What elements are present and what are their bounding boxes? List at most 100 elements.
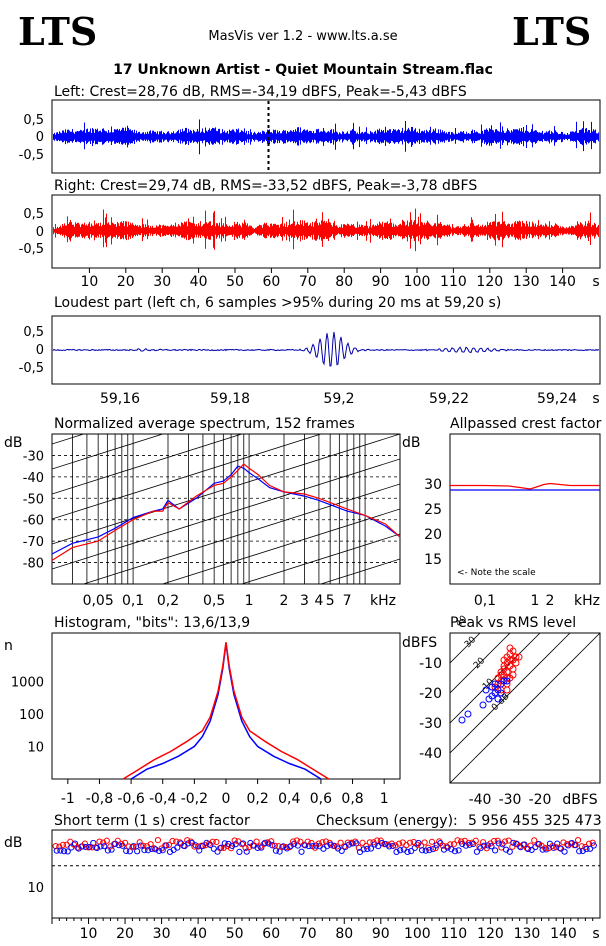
- peakrms-ytick--30: -30: [419, 716, 442, 732]
- shortterm-point-red: [308, 839, 315, 847]
- peakrms-plot-frame: [449, 632, 601, 784]
- peakrms-point-left: [500, 656, 508, 664]
- shortterm-point-blue: [583, 845, 590, 853]
- allpassed-ytick-15: 15: [424, 552, 442, 568]
- right-xtick-label-20: 20: [117, 274, 135, 290]
- shortterm-xtick-label-90: 90: [372, 926, 390, 942]
- shortterm-point-blue: [364, 845, 371, 853]
- shortterm-point-blue: [367, 845, 375, 852]
- allpassed-ytick-20: 20: [424, 527, 442, 543]
- app-title: MasVis ver 1.2 - www.lts.a.se: [208, 29, 397, 44]
- peakrms-xunit: dBFS: [562, 792, 597, 808]
- shortterm-xunit: s: [592, 926, 599, 942]
- peakrms-diagonal: [450, 633, 481, 664]
- allpassed-xunit: kHz: [574, 593, 600, 609]
- shortterm-point-red: [392, 842, 399, 849]
- histogram-xtick--0,8: -0,8: [86, 791, 113, 807]
- spectrum-slope-line: [52, 109, 400, 219]
- shortterm-plot-frame: [51, 829, 601, 919]
- shortterm-point-blue: [152, 846, 159, 853]
- checksum-value: 5 956 455 325 473: [468, 813, 602, 829]
- shortterm-point-blue: [163, 842, 170, 849]
- loudest-ytick-3: -0,5: [19, 361, 44, 376]
- right-ytick-3: -0,5: [19, 242, 44, 257]
- shortterm-point-red: [140, 842, 147, 850]
- spectrum-xtick-0,2: 0,2: [157, 593, 179, 609]
- shortterm-point-red: [169, 837, 176, 845]
- peakrms-point-right: [497, 689, 505, 697]
- right-xtick-label-140: 140: [549, 274, 576, 290]
- left-waveform-line: [53, 119, 599, 155]
- spectrum-xtick-0,1: 0,1: [122, 593, 144, 609]
- shortterm-point-red: [304, 838, 311, 845]
- peakrms-point-right: [464, 710, 472, 718]
- spectrum-xtick-7: 7: [343, 593, 352, 609]
- peakrms-title: Peak vs RMS level: [450, 615, 576, 631]
- right-xtick-label-10: 10: [80, 274, 98, 290]
- peakrms-ytick--40: -40: [419, 746, 442, 762]
- shortterm-point-blue: [123, 847, 130, 854]
- shortterm-point-red: [428, 838, 436, 845]
- shortterm-ylabel: dB: [4, 835, 23, 851]
- shortterm-point-red: [81, 840, 88, 847]
- shortterm-point-blue: [572, 841, 579, 849]
- peakrms-point-right: [500, 677, 508, 685]
- shortterm-point-blue: [82, 843, 90, 851]
- shortterm-point-red: [100, 839, 107, 846]
- loudest-waveform-line: [52, 331, 600, 367]
- histogram-series-left: [130, 643, 322, 780]
- spectrum-slope-line: [240, 533, 400, 584]
- shortterm-point-red: [501, 838, 509, 845]
- shortterm-point-blue: [57, 847, 64, 854]
- shortterm-point-red: [505, 837, 512, 844]
- shortterm-point-blue: [554, 840, 561, 847]
- shortterm-point-red: [432, 845, 439, 852]
- right-xtick-label-50: 50: [226, 274, 244, 290]
- spectrum-slope-line: [52, 434, 323, 520]
- shortterm-point-red: [297, 838, 304, 845]
- spectrum-xtick-1: 1: [245, 593, 254, 609]
- shortterm-point-blue: [159, 847, 166, 854]
- allpassed-title: Allpassed crest factor: [450, 416, 602, 432]
- shortterm-point-red: [191, 843, 198, 850]
- spectrum-slope-line: [161, 508, 400, 584]
- histogram-xtick-1: 1: [380, 791, 389, 807]
- shortterm-point-blue: [418, 847, 426, 854]
- allpassed-xtick-2: 2: [546, 593, 555, 609]
- shortterm-point-blue: [492, 847, 499, 854]
- shortterm-point-red: [129, 844, 136, 851]
- peakrms-point-left: [509, 671, 517, 679]
- peakrms-point-right: [458, 716, 466, 724]
- shortterm-point-red: [560, 839, 567, 846]
- shortterm-point-red: [454, 837, 461, 844]
- histogram-ytick-10: 10: [27, 740, 44, 755]
- shortterm-xtick-label-120: 120: [477, 926, 504, 942]
- shortterm-point-blue: [488, 843, 495, 850]
- shortterm-xaxis: s 10 20 30 40 50 60 70 80 90 100 110 120 130 140: [51, 918, 600, 942]
- spectrum-xtick-2: 2: [280, 593, 289, 609]
- histogram-xtick-0,2: 0,2: [247, 791, 269, 807]
- histogram-xtick-0,8: 0,8: [341, 791, 363, 807]
- spectrum-slope-lines: [52, 109, 400, 584]
- spectrum-series-right: [51, 463, 401, 561]
- spectrum-plot: -30 -40 -50 -60 -70 -80 0,05 0,1 0,2 0,5 1 2 3 4 5 7: [23, 109, 401, 609]
- spectrum-slope-line: [82, 483, 400, 584]
- allpassed-xtick-0,1: 0,1: [474, 593, 496, 609]
- shortterm-point-blue: [269, 842, 276, 849]
- shortterm-point-red: [421, 839, 428, 846]
- shortterm-point-blue: [64, 848, 71, 855]
- shortterm-point-blue: [587, 845, 594, 852]
- shortterm-point-blue: [473, 848, 480, 855]
- peakrms-diagonal: [450, 633, 600, 783]
- spectrum-xtick-0,05: 0,05: [83, 593, 114, 609]
- peakrms-diagonal: [450, 633, 541, 724]
- histogram-xtick--0,2: -0,2: [181, 791, 208, 807]
- shortterm-point-blue: [130, 843, 137, 850]
- peakrms-ytick--10: -10: [419, 656, 442, 672]
- shortterm-point-red: [56, 843, 63, 850]
- peakrms-diagonals: [450, 633, 600, 783]
- allpassed-plot-frame: [449, 433, 601, 585]
- allpassed-xtick-1: 1: [530, 593, 539, 609]
- right-ytick-1: 0,5: [23, 207, 44, 222]
- shortterm-point-blue: [375, 843, 382, 850]
